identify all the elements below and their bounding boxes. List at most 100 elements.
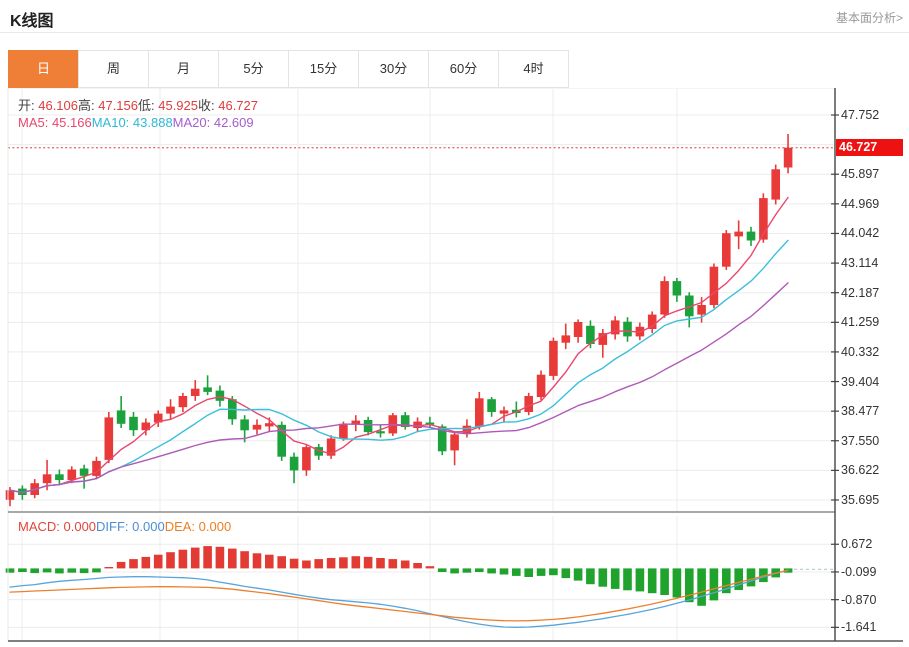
macd-hist-bar bbox=[647, 568, 657, 594]
tab-period-0[interactable]: 日 bbox=[8, 50, 79, 88]
macd-hist-bar bbox=[524, 568, 533, 577]
macd-hist-bar bbox=[153, 554, 163, 569]
candle-body bbox=[18, 488, 27, 495]
candle-body bbox=[326, 438, 336, 456]
macd-hist-bar bbox=[363, 556, 373, 569]
header-divider bbox=[0, 32, 909, 33]
candle-body bbox=[376, 431, 385, 434]
page-title: K线图 bbox=[10, 13, 54, 30]
macd-hist-bar bbox=[746, 568, 756, 587]
macd-hist-bar bbox=[5, 568, 15, 573]
macd-hist-bar bbox=[215, 546, 225, 569]
candle-body bbox=[240, 419, 249, 431]
tab-period-4[interactable]: 15分 bbox=[288, 50, 359, 88]
price-axis-label: 44.042 bbox=[841, 226, 880, 241]
macd-hist-bar bbox=[42, 568, 52, 573]
legend-item: MA5: 45.166 bbox=[18, 115, 92, 130]
macd-hist-bar bbox=[462, 568, 472, 573]
macd-hist-bar bbox=[326, 558, 336, 569]
candle-body bbox=[487, 399, 496, 412]
candle-body bbox=[400, 415, 410, 427]
tab-period-1[interactable]: 周 bbox=[78, 50, 149, 88]
candle-body bbox=[289, 456, 299, 471]
macd-hist-bar bbox=[709, 568, 719, 601]
macd-hist-bar bbox=[129, 559, 138, 569]
macd-hist-bar bbox=[30, 568, 39, 574]
price-axis-label: 36.622 bbox=[841, 463, 880, 478]
macd-hist-bar bbox=[635, 568, 645, 592]
macd-hist-bar bbox=[400, 560, 410, 569]
candle-body bbox=[203, 387, 212, 392]
macd-legend: MACD: 0.000DIFF: 0.000DEA: 0.000 bbox=[18, 519, 231, 534]
fundamental-analysis-link[interactable]: 基本面分析> bbox=[835, 11, 903, 25]
macd-hist-bar bbox=[697, 568, 706, 606]
candle-body bbox=[462, 425, 472, 434]
candle-body bbox=[92, 460, 101, 476]
macd-hist-bar bbox=[289, 558, 299, 569]
tab-period-6[interactable]: 60分 bbox=[428, 50, 499, 88]
legend-item: 高: 47.156 bbox=[78, 98, 138, 113]
macd-hist-bar bbox=[623, 568, 632, 591]
candle-body bbox=[166, 406, 175, 414]
macd-hist-bar bbox=[425, 566, 435, 569]
candle-body bbox=[277, 424, 286, 457]
macd-hist-bar bbox=[67, 568, 77, 573]
macd-hist-bar bbox=[240, 551, 249, 569]
legend-item: DEA: 0.000 bbox=[164, 519, 232, 534]
macd-hist-bar bbox=[351, 556, 361, 569]
candle-body bbox=[302, 447, 311, 471]
macd-hist-bar bbox=[141, 556, 151, 569]
macd-hist-bar bbox=[536, 568, 546, 576]
macd-hist-bar bbox=[573, 568, 583, 581]
candle-body bbox=[5, 490, 15, 500]
macd-hist-bar bbox=[55, 568, 64, 574]
ma5-line bbox=[9, 196, 789, 494]
tab-period-7[interactable]: 4时 bbox=[498, 50, 569, 88]
price-axis-label: 35.695 bbox=[841, 492, 880, 507]
price-axis-label: 43.114 bbox=[841, 256, 879, 271]
macd-hist-bar bbox=[685, 568, 694, 603]
candle-body bbox=[190, 388, 200, 396]
macd-hist-bar bbox=[475, 568, 484, 572]
tab-period-5[interactable]: 30分 bbox=[358, 50, 429, 88]
tab-period-2[interactable]: 月 bbox=[148, 50, 219, 88]
macd-hist-bar bbox=[586, 568, 595, 585]
macd-hist-bar bbox=[116, 561, 126, 569]
macd-hist-bar bbox=[265, 554, 274, 569]
macd-hist-bar bbox=[166, 552, 175, 569]
macd-hist-bar bbox=[203, 546, 212, 569]
macd-hist-bar bbox=[18, 568, 27, 572]
price-axis-label: 40.332 bbox=[841, 344, 880, 359]
price-axis-label: 41.259 bbox=[841, 315, 880, 330]
candle-body bbox=[79, 468, 89, 476]
macd-hist-bar bbox=[734, 568, 743, 590]
price-axis-label: 39.404 bbox=[841, 374, 880, 389]
candle-body bbox=[746, 231, 756, 241]
period-tabbar: 日周月 5分 15分 30分 60分 4时 bbox=[8, 50, 569, 88]
legend-item: 低: 45.925 bbox=[138, 98, 198, 113]
macd-hist-bar bbox=[92, 568, 101, 573]
macd-hist-bar bbox=[660, 568, 669, 595]
macd-hist-bar bbox=[722, 568, 731, 594]
candle-body bbox=[153, 413, 163, 423]
legend-item: 收: 46.727 bbox=[198, 98, 258, 113]
diff-line bbox=[9, 569, 789, 628]
macd-hist-bar bbox=[561, 568, 571, 579]
macd-hist-bar bbox=[487, 568, 496, 574]
tab-period-3[interactable]: 5分 bbox=[218, 50, 289, 88]
candle-body bbox=[647, 314, 657, 329]
macd-hist-bar bbox=[104, 567, 114, 569]
candle-body bbox=[104, 417, 114, 460]
macd-hist-bar bbox=[499, 568, 509, 575]
candle-body bbox=[129, 416, 138, 431]
candle-body bbox=[536, 374, 546, 398]
legend-item: MACD: 0.000 bbox=[18, 519, 97, 534]
candle-body bbox=[450, 434, 459, 451]
candle-body bbox=[660, 281, 669, 315]
candle-body bbox=[709, 266, 719, 305]
candle-body bbox=[573, 322, 583, 337]
kline-chart-canvas[interactable] bbox=[0, 88, 909, 647]
macd-axis-label: -0.870 bbox=[841, 592, 877, 607]
macd-hist-bar bbox=[190, 547, 200, 569]
